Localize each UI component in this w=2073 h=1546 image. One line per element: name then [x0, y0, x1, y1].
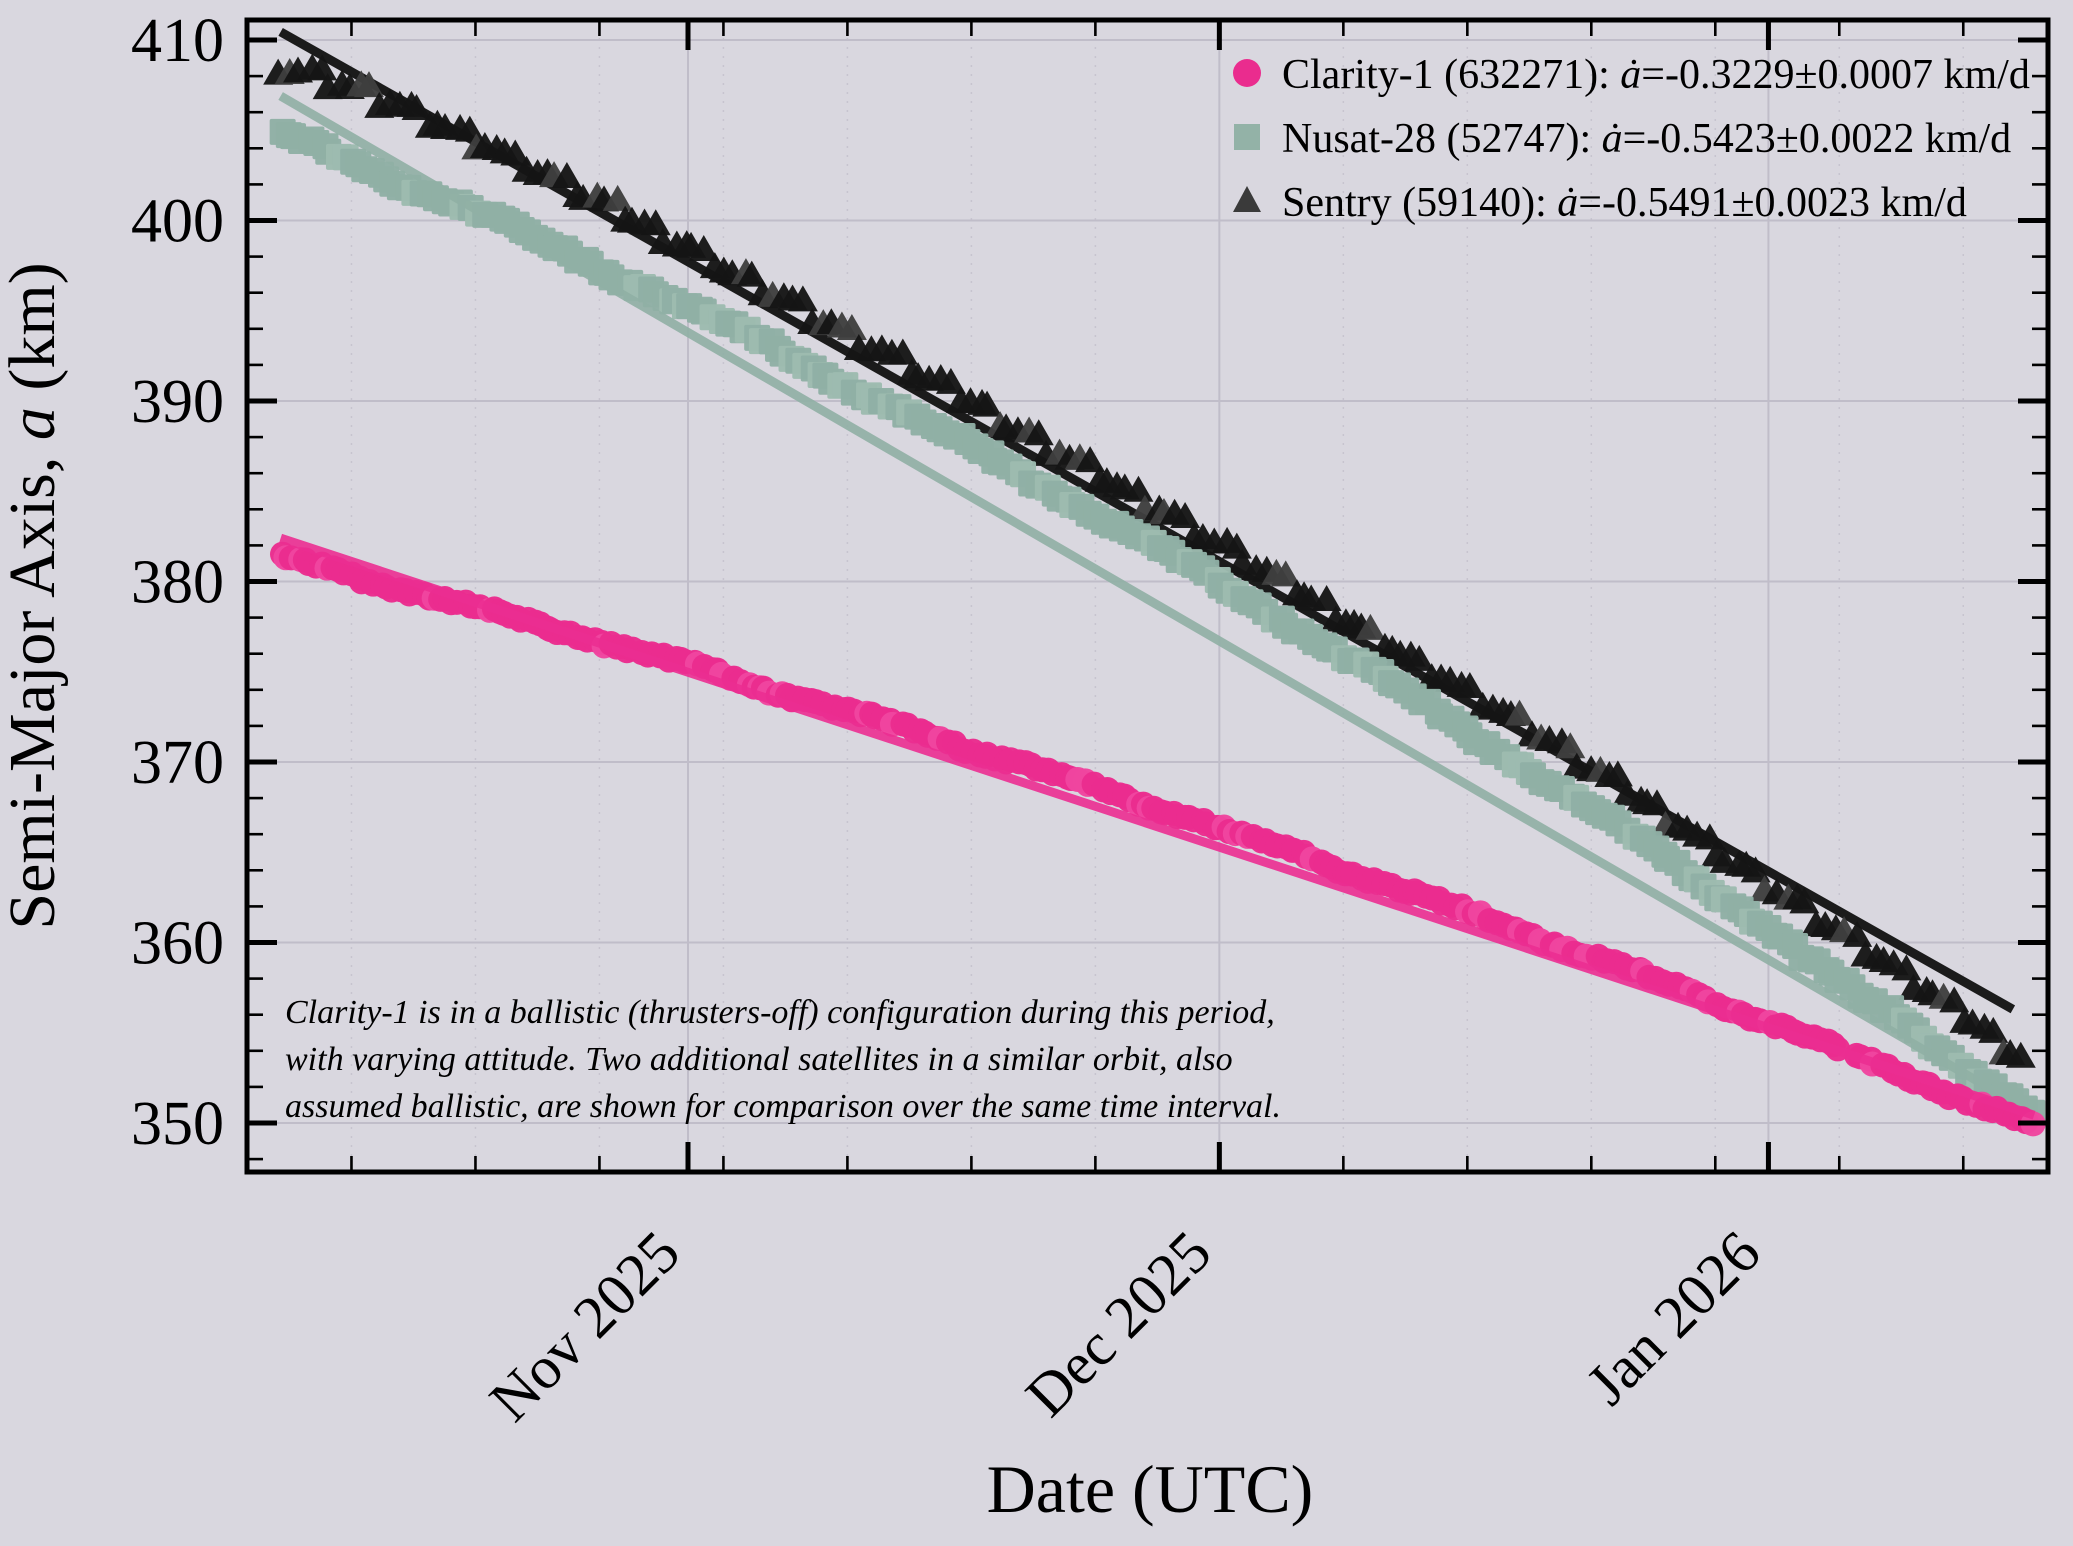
y-axis-title: Semi-Major Axis, a (km): [0, 262, 69, 929]
series-layer: [263, 27, 2046, 1137]
sentry-marker: [887, 338, 918, 365]
legend-sentry-rate: =-0.5491±0.0023 km/d: [1578, 180, 1967, 226]
annotation-text: Clarity-1 is in a ballistic (thrusters-o…: [285, 994, 1281, 1125]
annotation-line-1: Clarity-1 is in a ballistic (thrusters-o…: [285, 994, 1275, 1031]
sentry-marker: [401, 94, 432, 121]
sentry-marker: [1939, 986, 1970, 1013]
sentry-marker: [640, 209, 671, 236]
y-tick-label: 390: [131, 368, 224, 436]
sentry-marker: [1978, 1016, 2009, 1043]
legend-sentry-name: Sentry (59140):: [1282, 180, 1557, 226]
y-tick-label: 410: [131, 7, 224, 75]
sentry-marker: [1355, 613, 1386, 640]
legend-clarity-name: Clarity-1 (632271):: [1282, 52, 1620, 98]
sentry-marker: [1221, 532, 1252, 559]
y-axis-title-prefix: Semi-Major Axis,: [0, 440, 69, 930]
annotation-line-2: with varying attitude. Two additional sa…: [285, 1041, 1233, 1078]
sentry-marker: [1602, 760, 1633, 787]
sentry-marker: [500, 139, 531, 166]
sentry-marker: [353, 71, 384, 98]
legend-sentry-adot: ȧ: [1557, 180, 1578, 226]
sentry-marker: [688, 235, 719, 262]
legend-nusat-adot: ȧ: [1602, 116, 1623, 162]
sentry-marker: [1023, 419, 1054, 446]
grid-layer: [247, 20, 2048, 1172]
sentry-marker: [935, 367, 966, 394]
sentry-marker: [736, 260, 767, 287]
sentry-marker: [1740, 856, 1771, 883]
y-tick-label: 380: [131, 549, 224, 617]
y-tick-label: 360: [131, 910, 224, 978]
sentry-marker: [836, 313, 867, 340]
sentry-marker: [1404, 644, 1435, 671]
legend-nusat-rate: =-0.5423±0.0022 km/d: [1623, 116, 2012, 162]
x-tick-label: Nov 2025: [477, 1219, 692, 1434]
legend-sentry-marker-icon: [1233, 186, 1261, 212]
sentry-marker: [1123, 475, 1154, 502]
sentry-marker: [1642, 789, 1673, 816]
x-tick-label: Dec 2025: [1013, 1219, 1223, 1429]
legend-entry-nusat: Nusat-28 (52747): ȧ=-0.5423±0.0022 km/d: [1282, 116, 2011, 162]
clarity-fit-line: [279, 533, 2036, 1120]
legend-clarity-adot: ȧ: [1620, 52, 1641, 98]
sentry-marker: [602, 184, 633, 211]
legend-nusat-name: Nusat-28 (52747):: [1282, 116, 1602, 162]
sentry-marker: [2005, 1041, 2036, 1068]
sentry-marker: [1075, 446, 1106, 473]
plot-frame: [244, 17, 2051, 1175]
y-axis-title-symbol: a: [0, 407, 69, 440]
y-axis-title-suffix: (km): [0, 262, 69, 407]
sentry-marker: [1270, 560, 1301, 587]
sentry-marker: [1789, 887, 1820, 914]
sentry-marker: [1555, 732, 1586, 759]
legend-nusat-marker-icon: [1234, 124, 1260, 150]
x-tick-label: Jan 2026: [1574, 1219, 1773, 1418]
sentry-marker: [1311, 584, 1342, 611]
y-tick-label: 350: [131, 1090, 224, 1158]
sentry-marker: [307, 54, 338, 81]
y-tick-label: 400: [131, 188, 224, 256]
sentry-marker: [551, 162, 582, 189]
sentry-marker: [1170, 501, 1201, 528]
annotation-line-3: assumed ballistic, are shown for compari…: [285, 1088, 1281, 1125]
sentry-marker: [972, 390, 1003, 417]
tick-layer: [247, 20, 2048, 1172]
sentry-marker: [1454, 672, 1485, 699]
y-tick-label: 370: [131, 729, 224, 797]
sentry-marker: [1842, 920, 1873, 947]
sentry-marker: [787, 285, 818, 312]
legend-entry-sentry: Sentry (59140): ȧ=-0.5491±0.0023 km/d: [1282, 180, 1967, 226]
sentry-marker: [1504, 699, 1535, 726]
x-axis-title: Date (UTC): [987, 1451, 1314, 1527]
legend-clarity-rate: =-0.3229±0.0007 km/d: [1641, 52, 2030, 98]
nusat-fit-line: [278, 92, 2037, 1118]
sentry-marker: [1891, 954, 1922, 981]
legend: Clarity-1 (632271): ȧ=-0.3229±0.0007 km/…: [1233, 52, 2030, 226]
legend-clarity-marker-icon: [1233, 59, 1261, 87]
legend-entry-clarity: Clarity-1 (632271): ȧ=-0.3229±0.0007 km/…: [1282, 52, 2030, 98]
legend-markers: [1233, 59, 1261, 212]
